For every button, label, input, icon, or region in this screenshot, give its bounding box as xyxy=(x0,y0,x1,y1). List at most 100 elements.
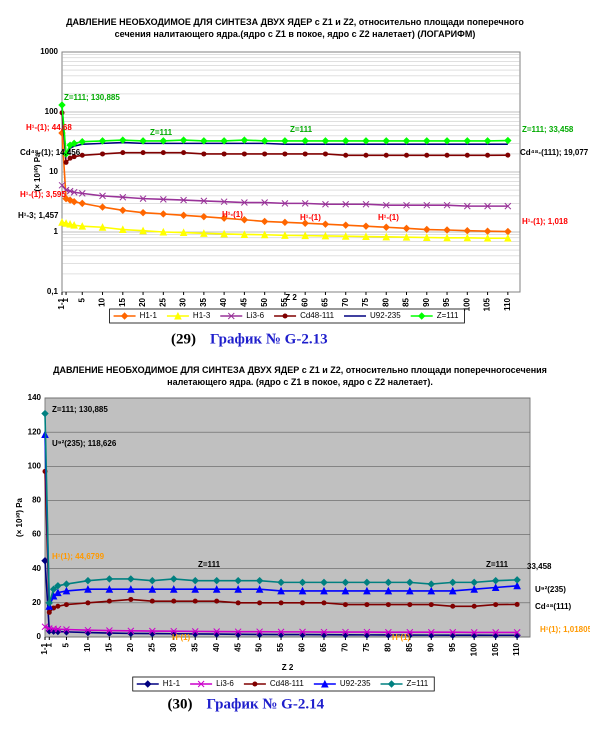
annotation: U⁹²(235) xyxy=(535,585,566,594)
marker xyxy=(443,201,451,209)
annotation: Z=111; 33,458 xyxy=(522,125,574,134)
x-tick-label: 1-1 xyxy=(57,297,66,309)
marker xyxy=(342,221,350,229)
marker xyxy=(70,221,78,229)
marker xyxy=(281,200,289,207)
annotation: H¹(1); 1,01805 xyxy=(540,625,590,634)
marker xyxy=(220,137,228,145)
annotation: H¹-(1) xyxy=(378,213,399,222)
marker xyxy=(85,600,91,606)
marker xyxy=(235,600,241,606)
series-line xyxy=(44,434,518,607)
y-axis-label: (× 10³⁰) Pa xyxy=(15,497,24,537)
x-tick-label: 15 xyxy=(104,642,113,651)
series-line xyxy=(44,413,518,604)
marker xyxy=(170,575,178,583)
marker xyxy=(84,626,92,634)
marker xyxy=(139,208,147,217)
marker xyxy=(444,152,450,158)
marker xyxy=(200,137,208,145)
marker xyxy=(423,137,431,145)
marker xyxy=(159,210,168,218)
marker xyxy=(382,223,390,231)
y-tick-label: 0 xyxy=(37,632,42,641)
x-tick-label: 30 xyxy=(169,642,178,651)
marker xyxy=(41,409,49,418)
marker xyxy=(144,680,152,688)
marker xyxy=(180,196,187,204)
x-tick-label: 10 xyxy=(83,642,92,651)
x-tick-label: 1 xyxy=(61,297,70,302)
marker xyxy=(321,679,329,688)
marker xyxy=(443,137,451,145)
marker xyxy=(514,601,520,607)
series xyxy=(41,623,521,636)
plot-area xyxy=(44,397,531,638)
marker xyxy=(470,578,478,587)
marker xyxy=(322,151,328,157)
marker xyxy=(406,586,414,595)
marker xyxy=(362,222,370,230)
marker xyxy=(342,602,348,608)
caption: График № G-2.14 xyxy=(207,696,325,712)
series-line xyxy=(61,112,508,165)
marker xyxy=(54,582,62,590)
marker xyxy=(106,598,112,604)
annotation: H¹-(1); 44,68 xyxy=(26,123,72,132)
marker xyxy=(364,602,370,608)
x-tick-label: 60 xyxy=(298,642,307,651)
marker xyxy=(214,598,220,604)
marker xyxy=(257,600,263,606)
x-tick-label: 55 xyxy=(280,297,289,306)
marker xyxy=(417,312,426,320)
marker xyxy=(483,234,492,242)
marker xyxy=(298,578,307,587)
x-tick-label: 75 xyxy=(362,642,371,651)
series xyxy=(58,129,512,236)
series xyxy=(61,107,508,160)
marker xyxy=(504,136,512,145)
marker xyxy=(493,602,499,608)
marker xyxy=(301,219,309,227)
marker xyxy=(78,199,86,208)
marker xyxy=(470,585,479,593)
marker xyxy=(504,234,512,242)
marker xyxy=(385,602,391,608)
y-tick-label: 1 xyxy=(54,227,59,236)
series xyxy=(58,218,512,242)
marker xyxy=(342,628,349,636)
marker xyxy=(63,159,69,165)
marker xyxy=(139,137,147,145)
marker xyxy=(201,151,207,157)
marker xyxy=(179,211,188,219)
marker xyxy=(200,197,208,205)
marker xyxy=(240,136,249,144)
marker xyxy=(471,603,477,609)
marker xyxy=(213,628,221,635)
marker xyxy=(260,217,269,226)
marker xyxy=(403,201,410,209)
marker xyxy=(105,585,114,593)
marker xyxy=(320,586,328,595)
marker xyxy=(191,576,199,585)
marker xyxy=(302,151,308,157)
x-tick-label: 1-1 xyxy=(40,642,49,654)
marker xyxy=(240,230,249,238)
x-tick-label: 70 xyxy=(341,642,350,651)
x-tick-label: 55 xyxy=(276,642,285,651)
x-tick-label: 40 xyxy=(212,642,221,651)
marker xyxy=(384,586,393,595)
marker xyxy=(322,200,329,208)
legend-label: U92-235 xyxy=(370,311,401,320)
marker xyxy=(49,585,58,593)
marker xyxy=(127,575,135,583)
marker xyxy=(464,152,470,158)
annotation: Z=111 xyxy=(290,125,313,134)
marker xyxy=(66,220,74,228)
marker xyxy=(106,627,113,634)
y-tick-label: 60 xyxy=(32,530,41,539)
marker xyxy=(423,225,431,234)
marker xyxy=(191,628,199,635)
x-tick-label: 110 xyxy=(512,642,521,655)
marker xyxy=(234,576,242,585)
